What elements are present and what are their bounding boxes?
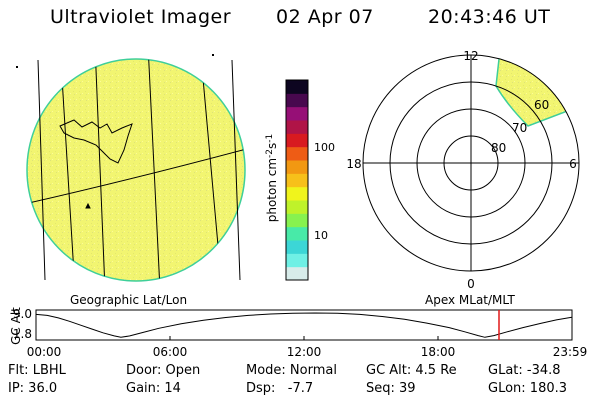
colorbar-segment: [286, 146, 308, 161]
y-tick-label: 1.8: [13, 327, 32, 341]
tick-mark: [212, 54, 214, 56]
status-gc-alt: GC Alt: 4.5 Re: [366, 363, 457, 378]
colorbar-segment: [286, 240, 308, 254]
x-tick-label: 18:00: [421, 345, 456, 359]
mlt-label-18: 18: [346, 157, 361, 171]
status-flt: Flt: LBHL: [8, 363, 66, 378]
status-seq: Seq: 39: [366, 381, 416, 396]
status-gain: Gain: 14: [126, 381, 181, 396]
meridian-outer: [37, 59, 46, 281]
y-tick-label: 9.0: [13, 307, 32, 321]
mlt-label-0: 0: [467, 277, 475, 291]
colorbar-segment: [286, 93, 308, 108]
apex-polar-plot: 12 6 0 18 80 70 60: [346, 49, 580, 291]
mlat-label-70: 70: [512, 121, 527, 135]
geo-caption: Geographic Lat/Lon: [70, 293, 187, 307]
coastline: [59, 119, 133, 164]
mlat-label-60: 60: [534, 98, 549, 112]
meridian-line: [94, 59, 106, 281]
colorbar-segment: [286, 106, 308, 121]
colorbar-segment: [286, 226, 308, 241]
status-ip: IP: 36.0: [8, 381, 58, 396]
colorbar-units-label: photon cm-2s-1: [265, 134, 279, 223]
colorbar-segment: [286, 186, 308, 201]
colorbar: [285, 79, 309, 281]
colorbar-segment: [286, 173, 308, 188]
mlat-label-80: 80: [491, 141, 506, 155]
colorbar-segment: [286, 200, 308, 214]
mlt-label-6: 6: [569, 157, 577, 171]
mlt-label-12: 12: [463, 49, 478, 63]
colorbar-segment: [286, 266, 308, 281]
meridian-outer: [231, 59, 241, 281]
colorbar-segment: [286, 133, 308, 148]
x-tick-label: 00:00: [27, 345, 62, 359]
date-label: 02 Apr 07: [276, 6, 374, 28]
parallel-line: [27, 147, 245, 206]
colorbar-tick-10: 10: [314, 229, 328, 242]
y-axis-label: GC Alt: [9, 307, 23, 345]
svg-text:photon cm-2s-1: photon cm-2s-1: [265, 134, 279, 223]
colorbar-segment: [286, 120, 308, 134]
colorbar-segment: [286, 213, 308, 228]
time-label: 20:43:46 UT: [428, 6, 551, 28]
status-door: Door: Open: [126, 363, 201, 378]
earth-image-disc: [16, 54, 246, 282]
apex-caption: Apex MLat/MLT: [425, 293, 515, 307]
status-glat: GLat: -34.8: [488, 363, 561, 378]
x-tick-label: 12:00: [287, 345, 322, 359]
orbit-plot-frame: [35, 309, 573, 341]
colorbar-segment: [286, 80, 308, 94]
x-tick-label: 23:59: [553, 345, 588, 359]
colorbar-frame: [285, 79, 309, 281]
colorbar-tick-100: 100: [314, 141, 335, 154]
colorbar-segment: [286, 253, 308, 268]
status-glon: GLon: 180.3: [488, 381, 568, 396]
instrument-title: Ultraviolet Imager: [50, 6, 232, 28]
status-mode: Mode: Normal: [246, 363, 337, 378]
island-mark: [85, 202, 91, 209]
orbit-altitude-chart: GC Alt 9.0 1.8 00:00 06:00 12:00 18:00 23:59: [9, 307, 587, 359]
meridian-line: [147, 59, 161, 281]
status-dsp: Dsp: -7.7: [246, 381, 314, 396]
series-line: [35, 312, 572, 338]
x-tick-label: 06:00: [153, 345, 188, 359]
tick-mark: [16, 66, 18, 68]
colorbar-segment: [286, 160, 308, 174]
